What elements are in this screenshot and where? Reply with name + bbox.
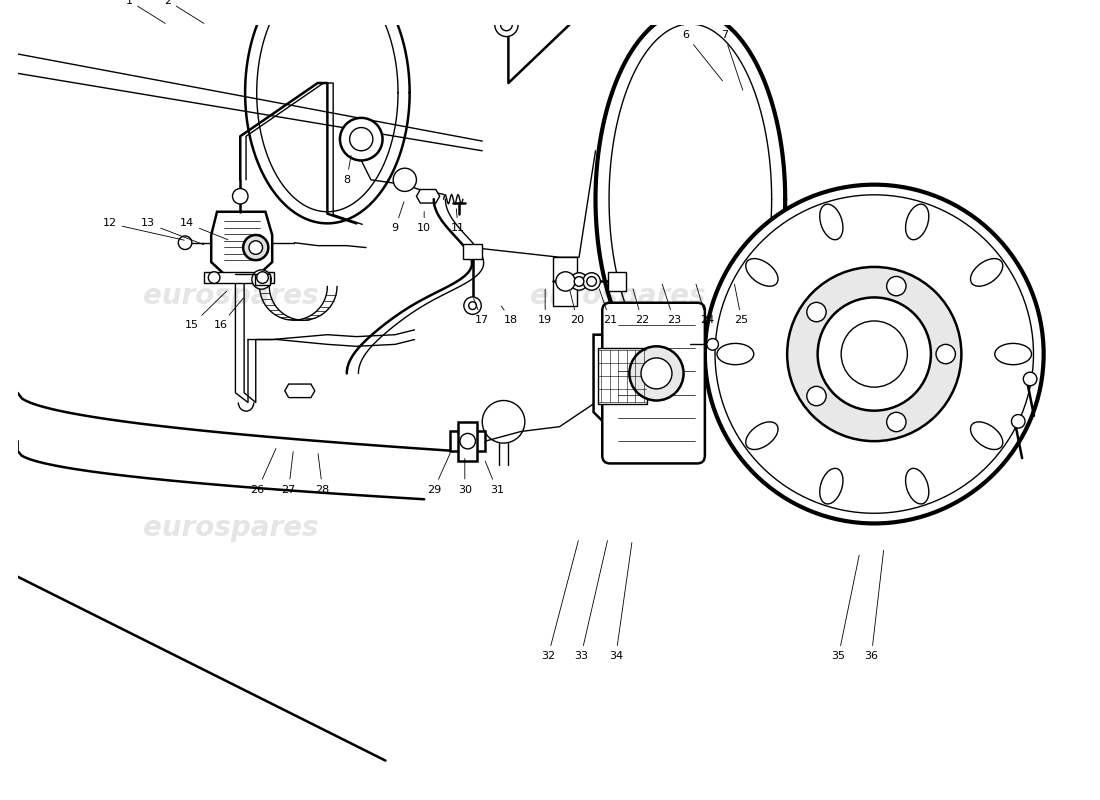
Text: 13: 13 <box>141 218 204 245</box>
Circle shape <box>707 338 718 350</box>
Ellipse shape <box>820 204 843 240</box>
Ellipse shape <box>994 343 1032 365</box>
Circle shape <box>464 297 482 314</box>
Ellipse shape <box>717 343 754 365</box>
Polygon shape <box>417 190 440 203</box>
Text: 9: 9 <box>392 202 404 234</box>
Text: eurospares: eurospares <box>143 282 318 310</box>
Circle shape <box>788 267 961 441</box>
Text: 10: 10 <box>417 212 431 234</box>
Text: 12: 12 <box>102 218 185 240</box>
Ellipse shape <box>746 422 778 450</box>
Text: 15: 15 <box>185 291 227 330</box>
Text: 28: 28 <box>316 454 330 494</box>
Text: 27: 27 <box>282 452 296 494</box>
Ellipse shape <box>970 422 1003 450</box>
Circle shape <box>586 277 596 286</box>
Text: 36: 36 <box>865 550 883 661</box>
Ellipse shape <box>970 258 1003 286</box>
Circle shape <box>350 127 373 150</box>
Circle shape <box>460 434 475 449</box>
Circle shape <box>232 189 248 204</box>
Text: 30: 30 <box>458 458 472 494</box>
Circle shape <box>495 14 518 37</box>
Text: 23: 23 <box>662 284 681 325</box>
Bar <box>458 422 477 461</box>
Ellipse shape <box>820 468 843 504</box>
Circle shape <box>705 185 1044 523</box>
Bar <box>255 274 271 286</box>
Circle shape <box>570 273 587 290</box>
Polygon shape <box>211 212 272 274</box>
Circle shape <box>583 273 601 290</box>
Text: 20: 20 <box>570 291 584 325</box>
Bar <box>608 272 626 291</box>
Bar <box>553 258 578 306</box>
Circle shape <box>887 412 906 432</box>
Text: 19: 19 <box>538 289 552 325</box>
Text: 8: 8 <box>343 155 351 185</box>
Ellipse shape <box>905 468 928 504</box>
Text: 35: 35 <box>832 555 859 661</box>
Circle shape <box>556 272 575 291</box>
Text: eurospares: eurospares <box>530 282 705 310</box>
Bar <box>598 348 647 404</box>
Circle shape <box>574 277 584 286</box>
Text: 16: 16 <box>213 298 243 330</box>
Circle shape <box>243 235 268 260</box>
Circle shape <box>806 386 826 406</box>
Bar <box>205 272 274 283</box>
Circle shape <box>256 272 268 283</box>
Circle shape <box>393 168 417 191</box>
Text: 26: 26 <box>251 449 276 494</box>
Text: 21: 21 <box>600 289 617 325</box>
Circle shape <box>806 302 826 322</box>
Text: 33: 33 <box>574 541 607 661</box>
Bar <box>463 244 482 259</box>
Circle shape <box>469 302 476 310</box>
Polygon shape <box>594 334 651 422</box>
Ellipse shape <box>746 258 778 286</box>
Circle shape <box>500 19 513 30</box>
Text: 22: 22 <box>632 289 649 325</box>
Text: 31: 31 <box>485 461 504 494</box>
Circle shape <box>629 346 683 401</box>
Polygon shape <box>285 384 315 398</box>
FancyBboxPatch shape <box>603 302 705 463</box>
Text: 14: 14 <box>180 218 228 240</box>
Circle shape <box>178 236 191 250</box>
Bar <box>450 431 485 451</box>
Circle shape <box>249 241 263 254</box>
Text: 29: 29 <box>427 454 450 494</box>
Circle shape <box>842 321 908 387</box>
Ellipse shape <box>905 204 928 240</box>
Circle shape <box>1023 372 1037 386</box>
Text: 2: 2 <box>164 0 204 23</box>
Circle shape <box>1012 414 1025 428</box>
Text: 24: 24 <box>696 284 714 325</box>
Text: eurospares: eurospares <box>143 514 318 542</box>
Circle shape <box>936 344 956 364</box>
Text: 17: 17 <box>474 298 490 325</box>
Circle shape <box>252 270 272 289</box>
Circle shape <box>340 118 383 161</box>
Circle shape <box>641 358 672 389</box>
Text: 18: 18 <box>502 306 518 325</box>
Text: 34: 34 <box>608 542 631 661</box>
Text: 1: 1 <box>125 0 165 23</box>
Circle shape <box>817 298 931 410</box>
Text: 32: 32 <box>541 541 579 661</box>
Text: 7: 7 <box>720 30 742 90</box>
Circle shape <box>208 272 220 283</box>
Text: 6: 6 <box>682 30 723 81</box>
Circle shape <box>887 277 906 296</box>
Text: 25: 25 <box>735 284 749 325</box>
Text: 11: 11 <box>451 209 465 234</box>
